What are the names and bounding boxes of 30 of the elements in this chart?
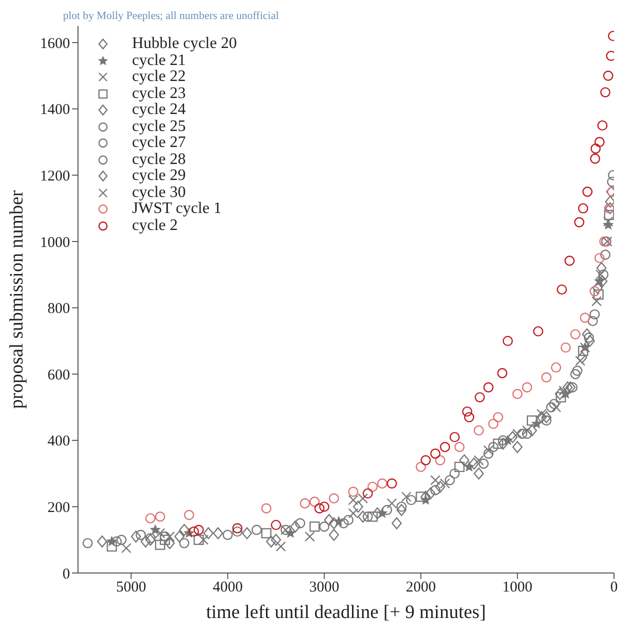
y-tick-label: 200 [48,500,70,516]
y-tick-label: 400 [48,434,70,450]
x-axis-title: time left until deadline [+ 9 minutes] [206,602,486,623]
x-tick-label: 2000 [406,580,436,596]
y-tick-label: 600 [48,367,70,384]
legend-label: cycle 27 [132,134,186,152]
legend-label: cycle 25 [132,118,186,136]
y-tick-label: 1000 [40,234,70,251]
x-tick-label: 4000 [212,580,243,596]
y-axis-title: proposal submission number [6,190,28,409]
legend-label: cycle 29 [132,167,186,186]
legend-label: cycle 2 [132,216,178,235]
legend-label: Hubble cycle 20 [132,35,237,54]
legend-label: cycle 23 [132,84,186,102]
legend-label: cycle 28 [132,150,186,168]
legend-label: cycle 22 [132,68,186,86]
y-tick-label: 1600 [40,36,70,52]
text: plot by Molly Peeples; all numbers are unofficial [63,10,279,22]
legend-label: cycle 24 [132,101,186,120]
x-tick-label: 0 [610,580,618,596]
x-tick-label: 5000 [116,580,146,596]
x-tick-label: 1000 [502,580,532,596]
legend-label: JWST cycle 1 [132,200,222,218]
y-tick-label: 1400 [40,102,70,118]
y-tick-label: 0 [62,566,70,582]
x-tick-label: 3000 [309,580,340,596]
legend-label: cycle 30 [132,184,186,202]
y-tick-label: 800 [48,301,70,318]
legend-label: cycle 21 [132,52,186,70]
y-tick-label: 1200 [40,168,70,185]
